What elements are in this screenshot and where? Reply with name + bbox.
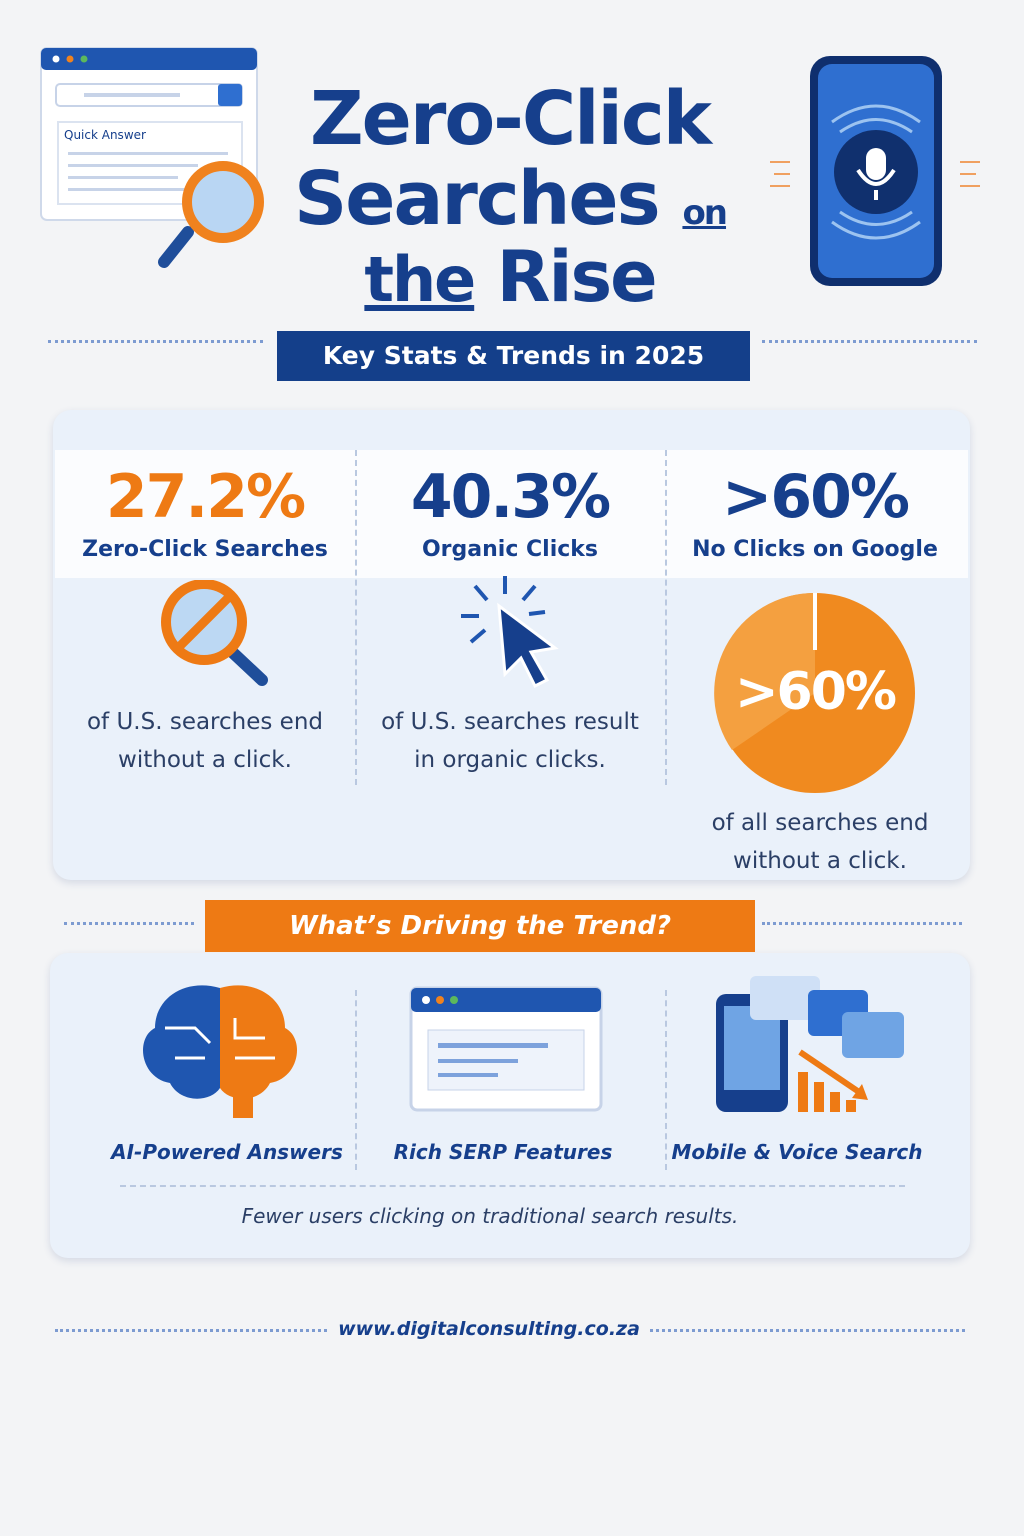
browser-illustration-part [66,55,74,63]
driver-label: Rich SERP Features [393,1140,613,1164]
browser-illustration-part [68,188,218,191]
mobile-voice-icon-part [846,1100,856,1112]
divider [64,922,194,925]
cursor-icon [461,576,559,689]
brain-icon-part [165,1026,212,1045]
subtitle: Key Stats & Trends in 2025 [277,331,750,381]
pie-badge-part [714,592,815,750]
mobile-voice-icon-part [798,1072,856,1112]
driver-note: Fewer users clicking on traditional sear… [241,1204,739,1228]
divider [650,1329,965,1332]
title-word: on [682,193,728,233]
brain-icon-part [233,1088,253,1118]
phone-illustration-part [770,161,980,187]
mobile-voice-icon-part [830,1092,840,1112]
brain-icon [143,985,297,1118]
browser-illustration-part [218,84,242,106]
column-divider [665,450,667,785]
mobile-voice-icon-part [798,1049,864,1097]
stat-description: of U.S. searches result in organic click… [381,709,639,773]
serp-icon-part [438,1073,498,1077]
stat-value: >60% [722,462,910,532]
cursor-icon-part [528,610,546,616]
mobile-voice-icon-part [750,976,820,1020]
phone-illustration [770,56,980,286]
column-divider [355,450,357,785]
brain-icon-part [233,1018,265,1040]
phone-illustration-part [866,148,886,180]
serp-icon [409,986,603,1112]
browser-illustration-part [41,48,257,70]
cursor-icon-part [461,576,546,644]
driver-label: AI-Powered Answers [111,1140,343,1164]
mobile-voice-icon-part [814,1082,824,1112]
phone-illustration-part [831,104,921,240]
stat-description: of all searches end without a click. [711,810,929,874]
serp-icon-part [438,1059,518,1063]
divider [762,340,977,343]
stat-value: 27.2% [105,462,306,532]
column-divider [355,990,357,1170]
browser-illustration-part [68,176,178,179]
column-divider [665,990,667,1170]
footer-url: www.digitalconsulting.co.za [338,1318,640,1340]
serp-icon-part [438,1043,548,1048]
pie-label: >60% [734,662,897,722]
title-line: the Rise [270,236,750,318]
browser-illustration-part [80,55,88,63]
divider [120,1185,905,1187]
stat-value: 40.3% [410,462,611,532]
driver-label: Mobile & Voice Search [671,1140,923,1164]
pie-badge [714,592,915,793]
stat-label: No Clicks on Google [692,537,938,562]
stat-label: Organic Clicks [421,537,599,562]
no-click-icon-part [224,644,268,686]
title-word: Rise [496,236,658,318]
serp-icon-part [436,996,444,1004]
browser-illustration-part [158,226,194,268]
stat-description: of U.S. searches end without a click. [86,709,324,773]
no-click-icon [161,580,268,686]
title-word: the [364,243,476,316]
mobile-voice-icon-part [852,1084,868,1100]
brain-icon-part [220,985,297,1099]
section-ribbon: What’s Driving the Trend? [205,900,755,952]
browser-illustration-part [182,161,264,243]
cursor-icon-part [521,584,537,602]
cursor-icon-part [473,584,489,602]
browser-label: Quick Answer [64,128,146,142]
browser-illustration-part [84,93,180,97]
divider [762,922,962,925]
stat-label: Zero-Click Searches [82,537,328,562]
mobile-voice-icon [716,976,904,1112]
cursor-icon-part [497,602,559,689]
serp-icon-part [411,988,601,1012]
divider [48,340,263,343]
divider [55,1329,327,1332]
brain-icon-part [143,985,220,1099]
browser-illustration-part [52,55,60,63]
mobile-voice-icon-part [798,1072,808,1112]
stats-header-band [55,450,968,578]
no-click-icon-part [176,594,232,650]
serp-icon-part [450,996,458,1004]
title-line: Zero-Click [309,76,712,162]
phone-illustration-part [856,168,896,186]
serp-icon-part [422,996,430,1004]
brain-icon-part [165,1018,275,1060]
browser-illustration-part [68,152,228,155]
title-word: Searches [293,156,661,242]
browser-illustration-part [68,164,198,167]
cursor-icon-part [469,628,487,644]
title-line: Searches on [270,156,750,242]
browser-illustration [40,47,264,268]
mobile-voice-icon-part [842,1012,904,1058]
